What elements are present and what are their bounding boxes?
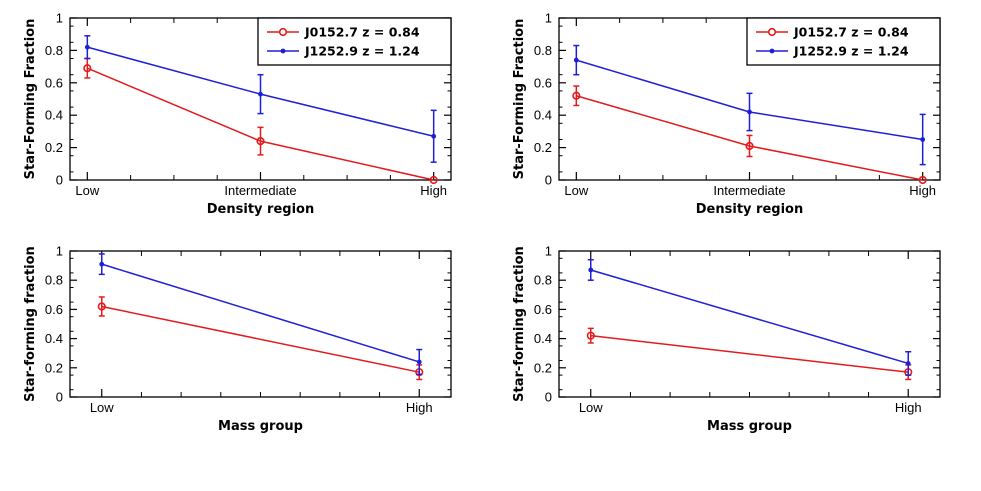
x-axis-label: Mass group [218, 419, 303, 434]
legend-marker [278, 27, 288, 37]
y-tick-label: 0 [56, 390, 63, 405]
plot-frame [558, 250, 941, 398]
y-tick-label: 0.6 [45, 302, 63, 317]
x-tick-label: High [420, 183, 447, 198]
legend-marker [769, 48, 775, 54]
x-tick-label: Low [90, 400, 114, 415]
y-tick-label: 0.4 [45, 108, 63, 123]
y-tick-label: 0.2 [45, 360, 63, 375]
y-tick-label: 0.8 [45, 43, 63, 58]
x-tick-label: High [406, 400, 433, 415]
y-tick-label: 0 [56, 173, 63, 188]
chart-panel-top-left: 0 0.2 0.4 0.6 0.8 1 Low Intermediate High Density… [23, 11, 452, 217]
series-j0152 [83, 57, 438, 185]
series-line [101, 305, 420, 373]
series-j1252 [587, 259, 912, 376]
series-line [590, 269, 909, 365]
y-tick-label: 0.8 [534, 273, 552, 288]
y-axis-label: Star-Forming Fraction [512, 19, 527, 180]
y-tick-label: 1 [56, 244, 63, 259]
y-tick-label: 0.2 [534, 140, 552, 155]
legend: J0152.7 z = 0.84 J1252.9 z = 1.24 [746, 17, 941, 66]
data-point [905, 361, 911, 366]
legend-marker [280, 48, 286, 54]
series-j0152 [97, 296, 424, 381]
data-point [258, 91, 263, 97]
y-tick-label: 0.2 [534, 360, 552, 375]
y-tick-label: 0 [545, 390, 552, 405]
y-tick-label: 0.8 [534, 43, 552, 58]
data-point [918, 175, 927, 185]
data-point [573, 57, 579, 63]
chart-panel-top-right: 0 0.2 0.4 0.6 0.8 1 Low Intermediate High Density… [512, 11, 941, 217]
data-point [416, 359, 422, 365]
legend-label: J1252.9 z = 1.24 [304, 44, 420, 59]
series-line [590, 334, 909, 373]
legend-label: J0152.7 z = 0.84 [793, 25, 909, 40]
data-point [99, 261, 105, 267]
x-axis-label: Mass group [707, 419, 792, 434]
chart-panel-bottom-left: 0 0.2 0.4 0.6 0.8 1 Low High Mass group Star-form… [23, 244, 452, 434]
x-tick-label: Intermediate [224, 183, 296, 198]
data-point [256, 137, 265, 146]
series-j1252 [573, 44, 926, 166]
y-tick-label: 0.8 [45, 273, 63, 288]
y-tick-label: 0.6 [45, 75, 63, 90]
data-point [745, 141, 754, 151]
y-tick-label: 1 [56, 11, 63, 26]
series-j0152 [572, 85, 927, 185]
y-tick-label: 0.6 [534, 75, 552, 90]
data-point [572, 91, 581, 100]
y-tick-label: 0.4 [45, 331, 63, 346]
data-point [83, 64, 92, 73]
data-point [97, 302, 106, 311]
data-point [431, 133, 437, 139]
legend-box [257, 17, 452, 66]
x-tick-label: High [909, 183, 936, 198]
legend-label: J0152.7 z = 0.84 [304, 25, 420, 40]
x-tick-label: Intermediate [713, 183, 785, 198]
chart-panel-bottom-right: 0 0.2 0.4 0.6 0.8 1 Low High Mass group Star-form… [512, 244, 941, 434]
x-axis-label: Density region [207, 202, 314, 217]
data-point [747, 109, 752, 115]
plot-frame [69, 250, 452, 398]
x-tick-label: Low [564, 183, 588, 198]
data-point [429, 175, 438, 185]
legend-label: J1252.9 z = 1.24 [793, 44, 909, 59]
x-tick-label: Low [579, 400, 603, 415]
y-tick-label: 0.4 [534, 108, 552, 123]
x-tick-label: High [895, 400, 922, 415]
y-tick-label: 1 [545, 244, 552, 259]
data-point [920, 137, 926, 142]
data-point [588, 267, 594, 273]
y-tick-label: 0.6 [534, 302, 552, 317]
data-point [84, 44, 90, 50]
y-tick-label: 0 [545, 173, 552, 188]
legend-marker [767, 27, 777, 37]
y-tick-label: 0.4 [534, 331, 552, 346]
y-axis-label: Star-forming fraction [512, 246, 527, 402]
y-tick-label: 0.2 [45, 140, 63, 155]
series-j1252 [84, 35, 437, 163]
series-line [101, 263, 420, 363]
legend: J0152.7 z = 0.84 J1252.9 z = 1.24 [257, 17, 452, 66]
data-point [586, 331, 595, 340]
series-j0152 [586, 327, 913, 381]
x-tick-label: Low [75, 183, 99, 198]
y-axis-label: Star-Forming Fraction [23, 19, 38, 180]
y-axis-label: Star-forming fraction [23, 246, 38, 402]
x-axis-label: Density region [696, 202, 803, 217]
series-j1252 [98, 253, 423, 376]
y-tick-label: 1 [545, 11, 552, 26]
legend-box [746, 17, 941, 66]
